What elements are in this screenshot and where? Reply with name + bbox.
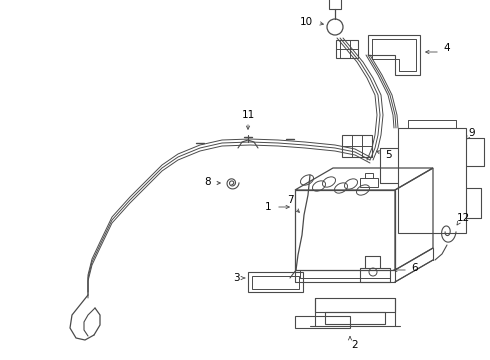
Bar xyxy=(342,135,372,157)
Text: 1: 1 xyxy=(265,202,271,212)
Text: 2: 2 xyxy=(352,340,358,350)
Text: 8: 8 xyxy=(205,177,211,187)
Bar xyxy=(252,276,299,289)
Text: 9: 9 xyxy=(469,128,475,138)
Text: 5: 5 xyxy=(385,150,392,160)
Bar xyxy=(315,298,395,312)
Bar xyxy=(248,272,303,292)
Text: 12: 12 xyxy=(456,213,469,223)
Bar xyxy=(329,0,341,9)
Bar xyxy=(360,178,378,187)
Text: 10: 10 xyxy=(299,17,313,27)
Bar xyxy=(360,268,390,282)
Text: 3: 3 xyxy=(233,273,239,283)
Text: 6: 6 xyxy=(412,263,418,273)
Bar xyxy=(365,173,373,178)
Bar xyxy=(325,312,385,324)
Text: 7: 7 xyxy=(287,195,294,205)
Bar xyxy=(398,128,466,233)
Text: 4: 4 xyxy=(443,43,450,53)
Text: 11: 11 xyxy=(242,110,255,120)
Bar xyxy=(336,40,358,58)
Bar xyxy=(295,316,350,328)
